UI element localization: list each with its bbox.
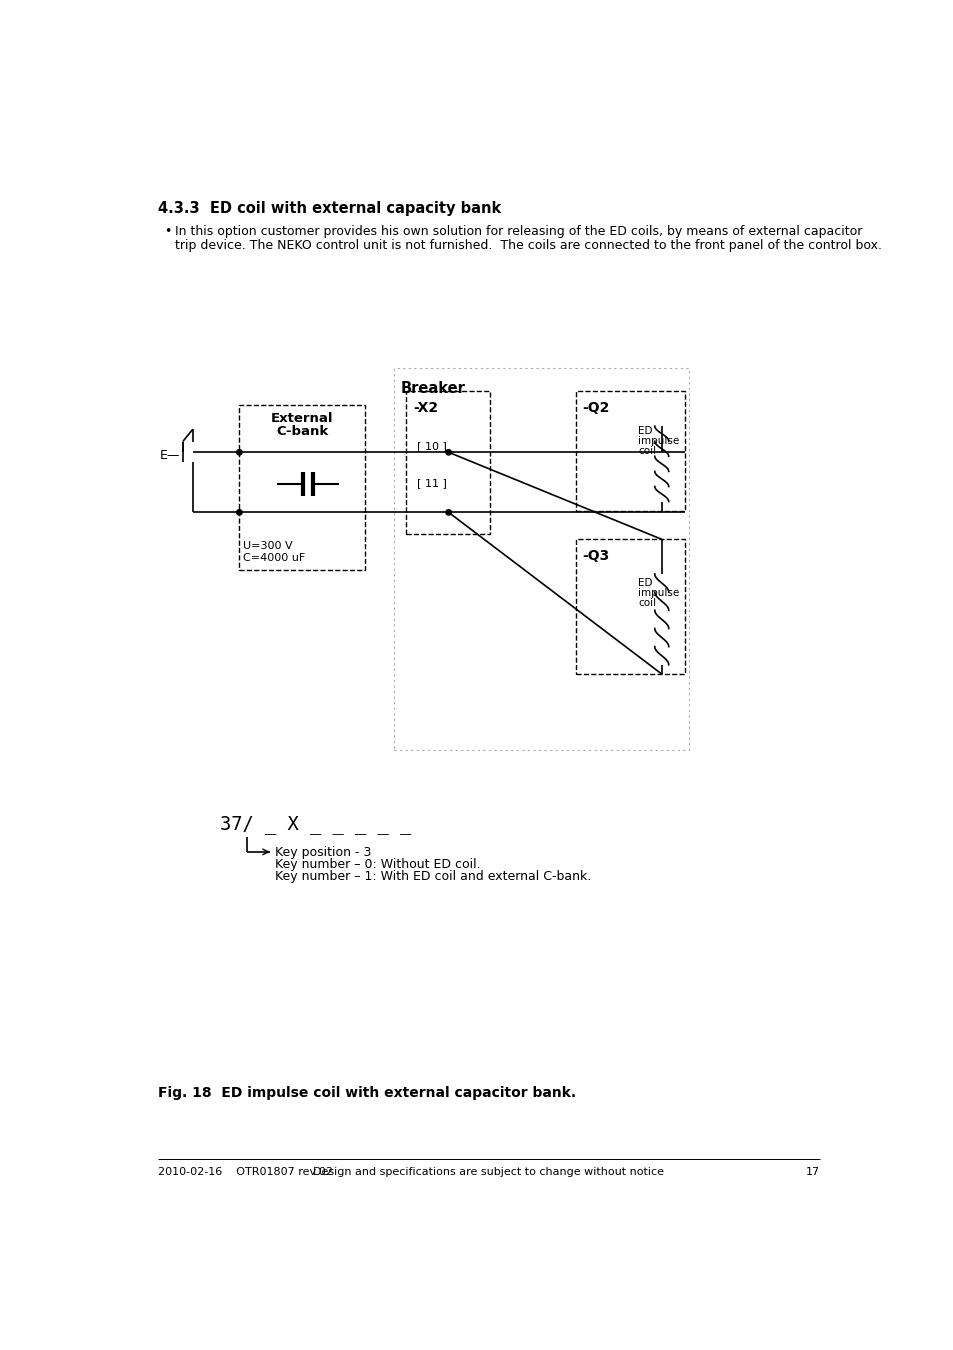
Text: In this option customer provides his own solution for releasing of the ED coils,: In this option customer provides his own… xyxy=(174,225,862,238)
Text: -Q2: -Q2 xyxy=(582,401,609,414)
Bar xyxy=(394,369,688,749)
Circle shape xyxy=(445,450,451,455)
Text: [ 11 ]: [ 11 ] xyxy=(416,478,446,487)
Text: Breaker: Breaker xyxy=(400,381,465,396)
Bar xyxy=(576,392,684,510)
Text: coil: coil xyxy=(638,598,656,608)
Text: Fig. 18  ED impulse coil with external capacitor bank.: Fig. 18 ED impulse coil with external ca… xyxy=(158,1085,576,1100)
Text: External: External xyxy=(271,412,333,425)
Text: impulse: impulse xyxy=(638,587,679,598)
Bar xyxy=(406,392,489,533)
Text: 37/ _ X _ _ _ _ _: 37/ _ X _ _ _ _ _ xyxy=(220,815,411,834)
Text: 17: 17 xyxy=(805,1166,819,1177)
Text: [ 10 ]: [ 10 ] xyxy=(416,441,446,451)
Text: E—: E— xyxy=(159,450,180,462)
Text: 2010-02-16    OTR01807 rev.02: 2010-02-16 OTR01807 rev.02 xyxy=(158,1166,333,1177)
Text: U=300 V: U=300 V xyxy=(243,541,293,551)
Text: 4.3.3  ED coil with external capacity bank: 4.3.3 ED coil with external capacity ban… xyxy=(158,201,500,216)
Text: C=4000 uF: C=4000 uF xyxy=(243,554,305,563)
Circle shape xyxy=(236,450,242,455)
Text: ED: ED xyxy=(638,427,652,436)
Text: -X2: -X2 xyxy=(414,401,438,414)
Text: C-bank: C-bank xyxy=(275,424,328,437)
Text: impulse: impulse xyxy=(638,436,679,446)
Circle shape xyxy=(236,510,242,516)
Text: coil: coil xyxy=(638,446,656,456)
Text: trip device. The NEKO control unit is not furnished.  The coils are connected to: trip device. The NEKO control unit is no… xyxy=(174,239,882,252)
Bar xyxy=(576,539,684,674)
Bar xyxy=(239,405,365,570)
Text: Key number – 1: With ED coil and external C-bank.: Key number – 1: With ED coil and externa… xyxy=(274,871,591,883)
Text: Key number – 0: Without ED coil.: Key number – 0: Without ED coil. xyxy=(274,859,480,871)
Text: •: • xyxy=(164,225,172,238)
Text: -Q3: -Q3 xyxy=(582,548,609,563)
Text: Design and specifications are subject to change without notice: Design and specifications are subject to… xyxy=(314,1166,663,1177)
Text: Key position - 3: Key position - 3 xyxy=(274,845,371,859)
Circle shape xyxy=(445,510,451,516)
Text: ED: ED xyxy=(638,578,652,587)
